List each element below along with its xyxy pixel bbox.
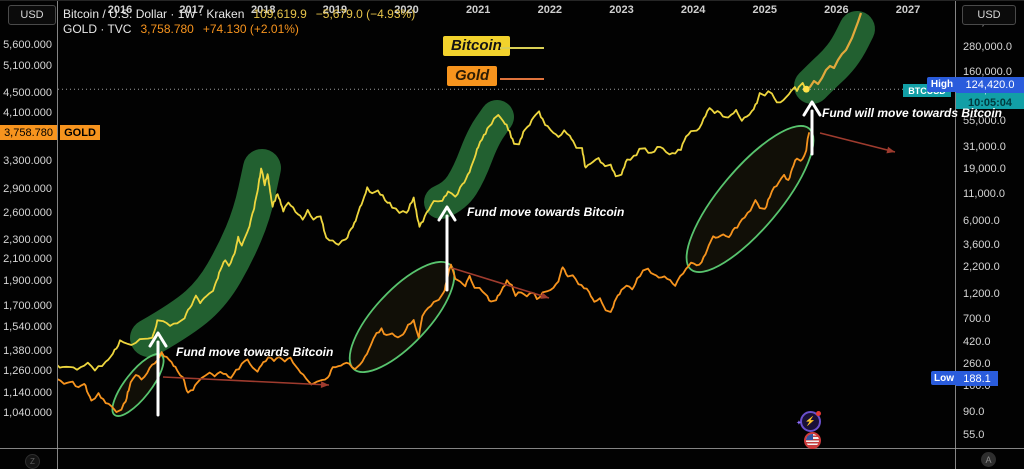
gold-legend-chip[interactable]: Gold <box>447 66 498 86</box>
year-label: 2027 <box>895 4 921 16</box>
right-price-tick: 90.0 <box>963 406 985 419</box>
year-label: 2017 <box>179 4 204 16</box>
gold-symbol-tag: GOLD <box>60 125 100 140</box>
year-label: 2022 <box>537 4 563 16</box>
right-currency-button[interactable]: USD <box>962 5 1016 25</box>
left-axis-separator <box>57 1 58 469</box>
year-label: 2021 <box>465 4 491 16</box>
year-label: 2026 <box>824 4 849 16</box>
gold-last-price: 3,758.780 <box>140 22 194 36</box>
right-price-tick: 6,000.0 <box>963 215 1000 228</box>
gold-change: +74.130 (+2.01%) <box>202 22 299 36</box>
right-price-tick: 55.0 <box>963 428 985 441</box>
flag-canton <box>806 434 813 440</box>
gold-legend-line-sample <box>500 78 544 80</box>
right-price-tick: 700.0 <box>963 312 991 325</box>
ellipse-drawing[interactable] <box>104 347 171 423</box>
highlight-band-drawing[interactable] <box>130 149 281 357</box>
high-tag: High <box>927 77 957 92</box>
economic-event-icon[interactable]: ⚡ ✦ <box>796 411 821 432</box>
high-value-label: 124,420.0 <box>956 77 1024 93</box>
lightning-icon: ⚡ <box>804 416 817 426</box>
left-price-tick: 1,260.000 <box>3 365 52 377</box>
left-price-tick: 2,600.000 <box>3 206 52 219</box>
red-arrow-drawing[interactable] <box>819 132 896 154</box>
auto-scale-button[interactable]: A <box>981 452 996 467</box>
bar-countdown: 10:05:04 <box>967 96 1013 109</box>
left-price-tick: 1,140.000 <box>3 386 52 399</box>
right-price-tick: 3,600.0 <box>963 238 1000 251</box>
left-price-tick: 2,300.000 <box>3 233 52 246</box>
bitcoin-series-line[interactable] <box>57 82 807 372</box>
left-price-tick: 5,100.000 <box>3 59 52 72</box>
year-label: 2025 <box>752 4 777 16</box>
year-label: 2016 <box>107 4 133 16</box>
bitcoin-projection-line[interactable] <box>805 12 863 90</box>
symbol-header-btc: Bitcoin / U.S. Dollar · 1W · Kraken 109,6… <box>63 7 415 21</box>
notification-dot <box>816 411 821 416</box>
gold-current-price-label: 3,758.780 <box>0 125 57 140</box>
left-price-tick: 3,300.000 <box>3 154 52 167</box>
ellipse-drawing[interactable] <box>668 109 832 289</box>
sparkle-icon: ✦ <box>796 420 802 427</box>
time-axis-separator <box>0 448 1024 449</box>
left-price-tick: 4,100.000 <box>3 107 52 120</box>
time-axis[interactable]: 2016 2017 2018 2019 2020 2021 2022 2023 2024 2025… <box>0 1 1024 21</box>
symbol-header-gold: GOLD · TVC 3,758.780 +74.130 (+2.01%) <box>63 22 299 36</box>
timezone-button[interactable]: Z <box>25 454 40 469</box>
right-price-axis[interactable]: 480,000.0280,000.0160,000.055,000.031,00… <box>956 1 1024 448</box>
year-label: 2019 <box>322 4 348 16</box>
right-price-tick: 280,000.0 <box>963 40 1012 53</box>
highlight-band-drawing[interactable] <box>794 11 875 104</box>
bitcoin-legend-line-sample <box>500 47 544 49</box>
plot-area <box>57 11 955 423</box>
last-price-dot <box>802 85 810 93</box>
symbol-title-btc[interactable]: Bitcoin / U.S. Dollar · 1W · Kraken <box>63 7 245 21</box>
left-price-tick: 4,500.000 <box>3 87 52 99</box>
year-label: 2020 <box>394 4 419 16</box>
right-price-tick: 1,200.0 <box>963 288 1000 301</box>
left-currency-button[interactable]: USD <box>8 5 56 25</box>
left-price-axis[interactable]: 5,600.000 5,100.000 4,500.000 4,100.000 3,30… <box>0 1 57 448</box>
right-price-tick: 260.0 <box>963 358 991 370</box>
right-price-tick: 2,200.0 <box>963 260 1000 273</box>
left-price-tick: 1,040.000 <box>3 406 52 419</box>
bitcoin-legend-chip[interactable]: Bitcoin <box>443 36 510 56</box>
white-arrow-drawing[interactable] <box>437 205 457 292</box>
white-arrow-drawing[interactable] <box>148 331 168 417</box>
right-price-tick: 11,000.0 <box>963 187 1006 200</box>
right-axis-separator <box>955 1 956 469</box>
left-price-tick: 1,700.000 <box>3 299 52 312</box>
right-price-tick: 19,000.0 <box>963 162 1006 175</box>
low-tag: Low <box>931 371 957 385</box>
right-price-tick: 31,000.0 <box>963 140 1006 153</box>
highlight-band-drawing[interactable] <box>424 100 514 219</box>
right-price-tick: 160,000.0 <box>963 66 1012 78</box>
left-price-tick: 5,600.000 <box>3 39 52 52</box>
year-label: 2018 <box>251 4 276 16</box>
right-price-tick: 420.0 <box>963 336 991 349</box>
left-price-tick: 1,540.000 <box>3 321 52 334</box>
left-price-tick: 2,100.000 <box>3 253 52 266</box>
red-arrow-drawing[interactable] <box>162 376 330 389</box>
left-price-tick: 1,380.000 <box>3 345 52 358</box>
white-arrow-drawing[interactable] <box>802 100 822 156</box>
right-price-tick: 55,000.0 <box>963 114 1006 127</box>
btc-last-price: 109,619.9 <box>253 7 307 21</box>
symbol-title-gold[interactable]: GOLD · TVC <box>63 22 132 36</box>
red-arrow-drawing[interactable] <box>451 267 550 299</box>
btc-change: −5,679.0 (−4.93%) <box>315 7 416 21</box>
us-flag-event-icon[interactable] <box>804 432 821 449</box>
year-label: 2023 <box>609 4 634 16</box>
low-value-label: 188.1 <box>956 371 998 386</box>
left-price-tick: 1,900.000 <box>3 275 52 288</box>
year-label: 2024 <box>680 4 706 16</box>
left-price-tick: 2,900.000 <box>3 182 52 195</box>
